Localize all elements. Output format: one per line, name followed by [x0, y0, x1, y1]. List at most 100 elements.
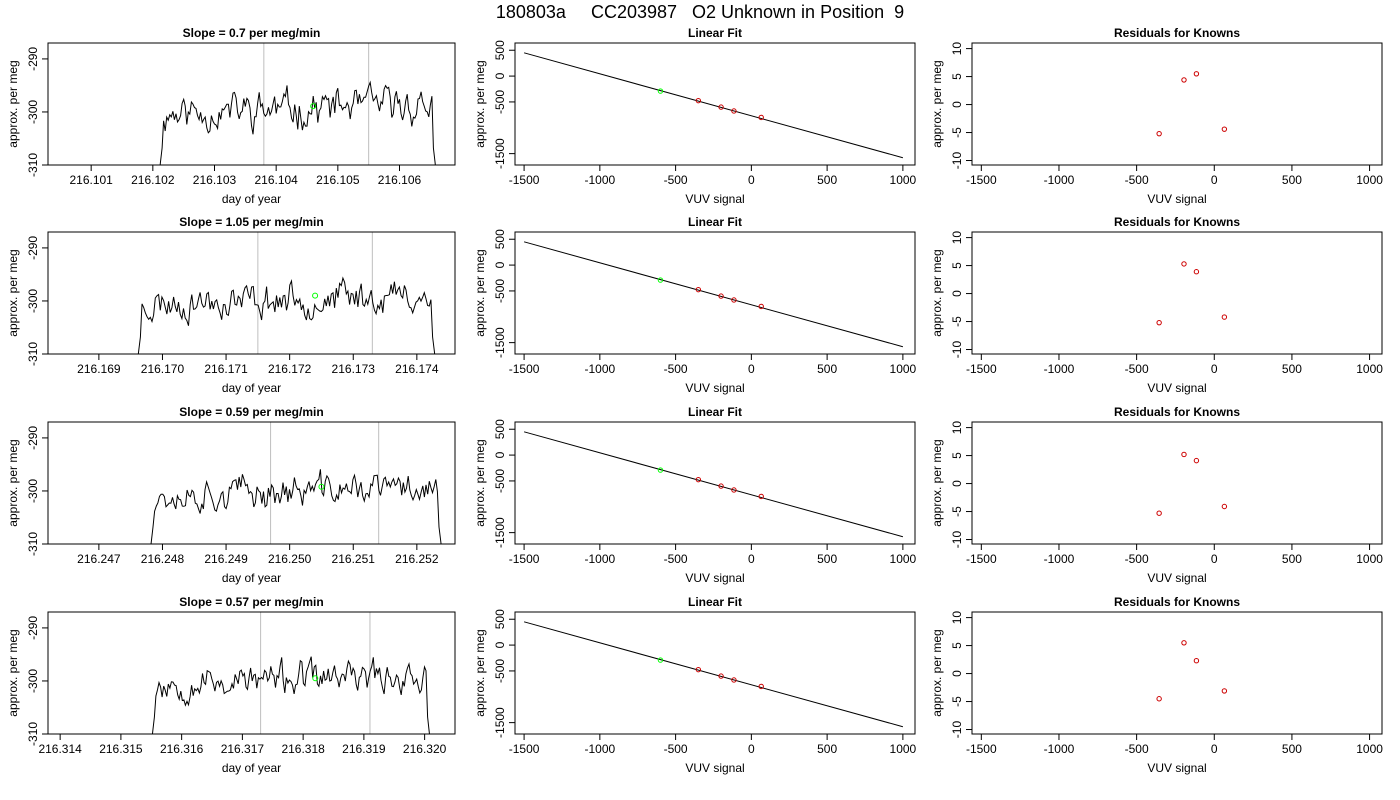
- x-axis-label: VUV signal: [685, 571, 744, 585]
- unknown-marker-point: [312, 292, 319, 299]
- plot-area: [1156, 640, 1228, 702]
- plot-frame: [971, 421, 1383, 545]
- y-tick-label: -300: [26, 669, 40, 693]
- y-tick-label: 10: [950, 421, 964, 435]
- y-tick-label: 0: [493, 451, 507, 458]
- x-tick-label: -1500: [509, 362, 540, 376]
- plot-area: [523, 52, 904, 159]
- x-tick-label: 216.173: [332, 362, 376, 376]
- y-tick-label: 0: [493, 261, 507, 268]
- residual-point: [1181, 451, 1187, 458]
- plot-area: [159, 43, 436, 165]
- y-tick-label: -1500: [493, 517, 507, 548]
- x-tick-label: 216.317: [221, 742, 265, 756]
- y-axis-label: approx. per meg: [473, 439, 487, 526]
- y-tick-label: 10: [950, 231, 964, 245]
- data-trace: [137, 276, 436, 354]
- x-tick-label: 216.249: [204, 552, 248, 566]
- y-tick-label: -300: [26, 479, 40, 503]
- x-tick-label: 216.320: [403, 742, 447, 756]
- x-axis-label: VUV signal: [685, 381, 744, 395]
- x-tick-label: 216.318: [281, 742, 325, 756]
- x-tick-label: 216.101: [69, 173, 113, 187]
- x-tick-label: 0: [748, 362, 755, 376]
- panel-title: Residuals for Knowns: [1114, 595, 1240, 609]
- panel-r1-c3: Residuals for Knowns VUV signal approx. pe…: [930, 26, 1383, 206]
- x-tick-label: -1500: [966, 173, 997, 187]
- residual-point: [1221, 314, 1228, 320]
- x-axis-label: day of year: [222, 381, 281, 395]
- known-point: [695, 666, 702, 673]
- y-tick-label: 500: [493, 229, 507, 249]
- x-axis-label: VUV signal: [685, 761, 744, 775]
- residual-point: [1156, 130, 1162, 137]
- y-axis-label: approx. per meg: [473, 629, 487, 716]
- x-tick-label: 216.102: [131, 173, 175, 187]
- x-tick-label: -500: [1125, 742, 1149, 756]
- y-tick-label: -310: [26, 342, 40, 366]
- y-tick-label: -1500: [493, 707, 507, 738]
- x-tick-label: -1500: [966, 362, 997, 376]
- x-tick-label: 1000: [890, 742, 917, 756]
- plot-frame: [514, 42, 916, 166]
- unknown-point: [657, 657, 664, 663]
- unknown-marker-point: [318, 483, 325, 490]
- panel-title: Slope = 1.05 per meg/min: [179, 215, 323, 229]
- x-tick-label: 216.172: [268, 362, 312, 376]
- y-axis-label: approx. per meg: [6, 60, 20, 147]
- y-tick-label: -1500: [493, 327, 507, 358]
- residual-point: [1156, 319, 1162, 326]
- residual-point: [1181, 261, 1187, 267]
- x-tick-label: 0: [748, 552, 755, 566]
- plot-area: [137, 232, 436, 354]
- plot-frame: [971, 42, 1383, 166]
- y-tick-label: -300: [26, 100, 40, 124]
- plot-frame: [971, 231, 1383, 355]
- y-axis-label: approx. per meg: [930, 629, 944, 716]
- y-tick-label: -290: [26, 426, 40, 450]
- y-tick-label: -10: [950, 341, 964, 359]
- plot-area: [1156, 71, 1228, 137]
- x-tick-label: -500: [1125, 552, 1149, 566]
- y-tick-label: 0: [493, 641, 507, 648]
- fit-line: [523, 241, 904, 348]
- known-point: [695, 97, 702, 104]
- x-tick-label: 216.314: [38, 742, 82, 756]
- y-tick-label: -1500: [493, 138, 507, 169]
- y-tick-label: -500: [493, 469, 507, 493]
- x-tick-label: -1000: [1044, 552, 1075, 566]
- known-point: [718, 483, 724, 489]
- panel-r3-c1: Slope = 0.59 per meg/min day of year appro…: [6, 405, 456, 585]
- residual-point: [1221, 126, 1228, 132]
- unknown-marker-point: [310, 103, 317, 110]
- y-tick-label: -300: [26, 289, 40, 313]
- residual-point: [1181, 640, 1187, 646]
- y-tick-label: 5: [950, 262, 964, 269]
- y-axis-label: approx. per meg: [6, 249, 20, 336]
- x-axis-label: VUV signal: [1147, 381, 1206, 395]
- x-axis-label: VUV signal: [1147, 761, 1206, 775]
- known-point: [718, 293, 724, 299]
- plot-area: [151, 612, 430, 734]
- x-axis-label: VUV signal: [685, 192, 744, 206]
- x-tick-label: -500: [664, 742, 688, 756]
- residual-point: [1156, 696, 1162, 702]
- residual-point: [1193, 269, 1200, 275]
- panel-r3-c3: Residuals for Knowns VUV signal approx. pe…: [930, 405, 1383, 585]
- y-tick-label: -10: [950, 721, 964, 739]
- x-tick-label: 216.315: [99, 742, 143, 756]
- panel-r1-c2: Linear Fit VUV signal approx. per meg -1500…: [473, 26, 917, 206]
- x-tick-label: -1000: [1044, 362, 1075, 376]
- x-tick-label: 216.250: [268, 552, 312, 566]
- residual-point: [1193, 657, 1200, 664]
- y-tick-label: 0: [950, 480, 964, 487]
- x-tick-label: 1000: [1356, 173, 1383, 187]
- plot-area: [523, 621, 904, 728]
- y-axis-label: approx. per meg: [473, 249, 487, 336]
- y-tick-label: 500: [493, 419, 507, 439]
- x-tick-label: 500: [1282, 552, 1302, 566]
- y-tick-label: 5: [950, 452, 964, 459]
- panel-title: Slope = 0.57 per meg/min: [179, 595, 323, 609]
- residual-point: [1181, 77, 1187, 83]
- plot-frame: [514, 421, 916, 545]
